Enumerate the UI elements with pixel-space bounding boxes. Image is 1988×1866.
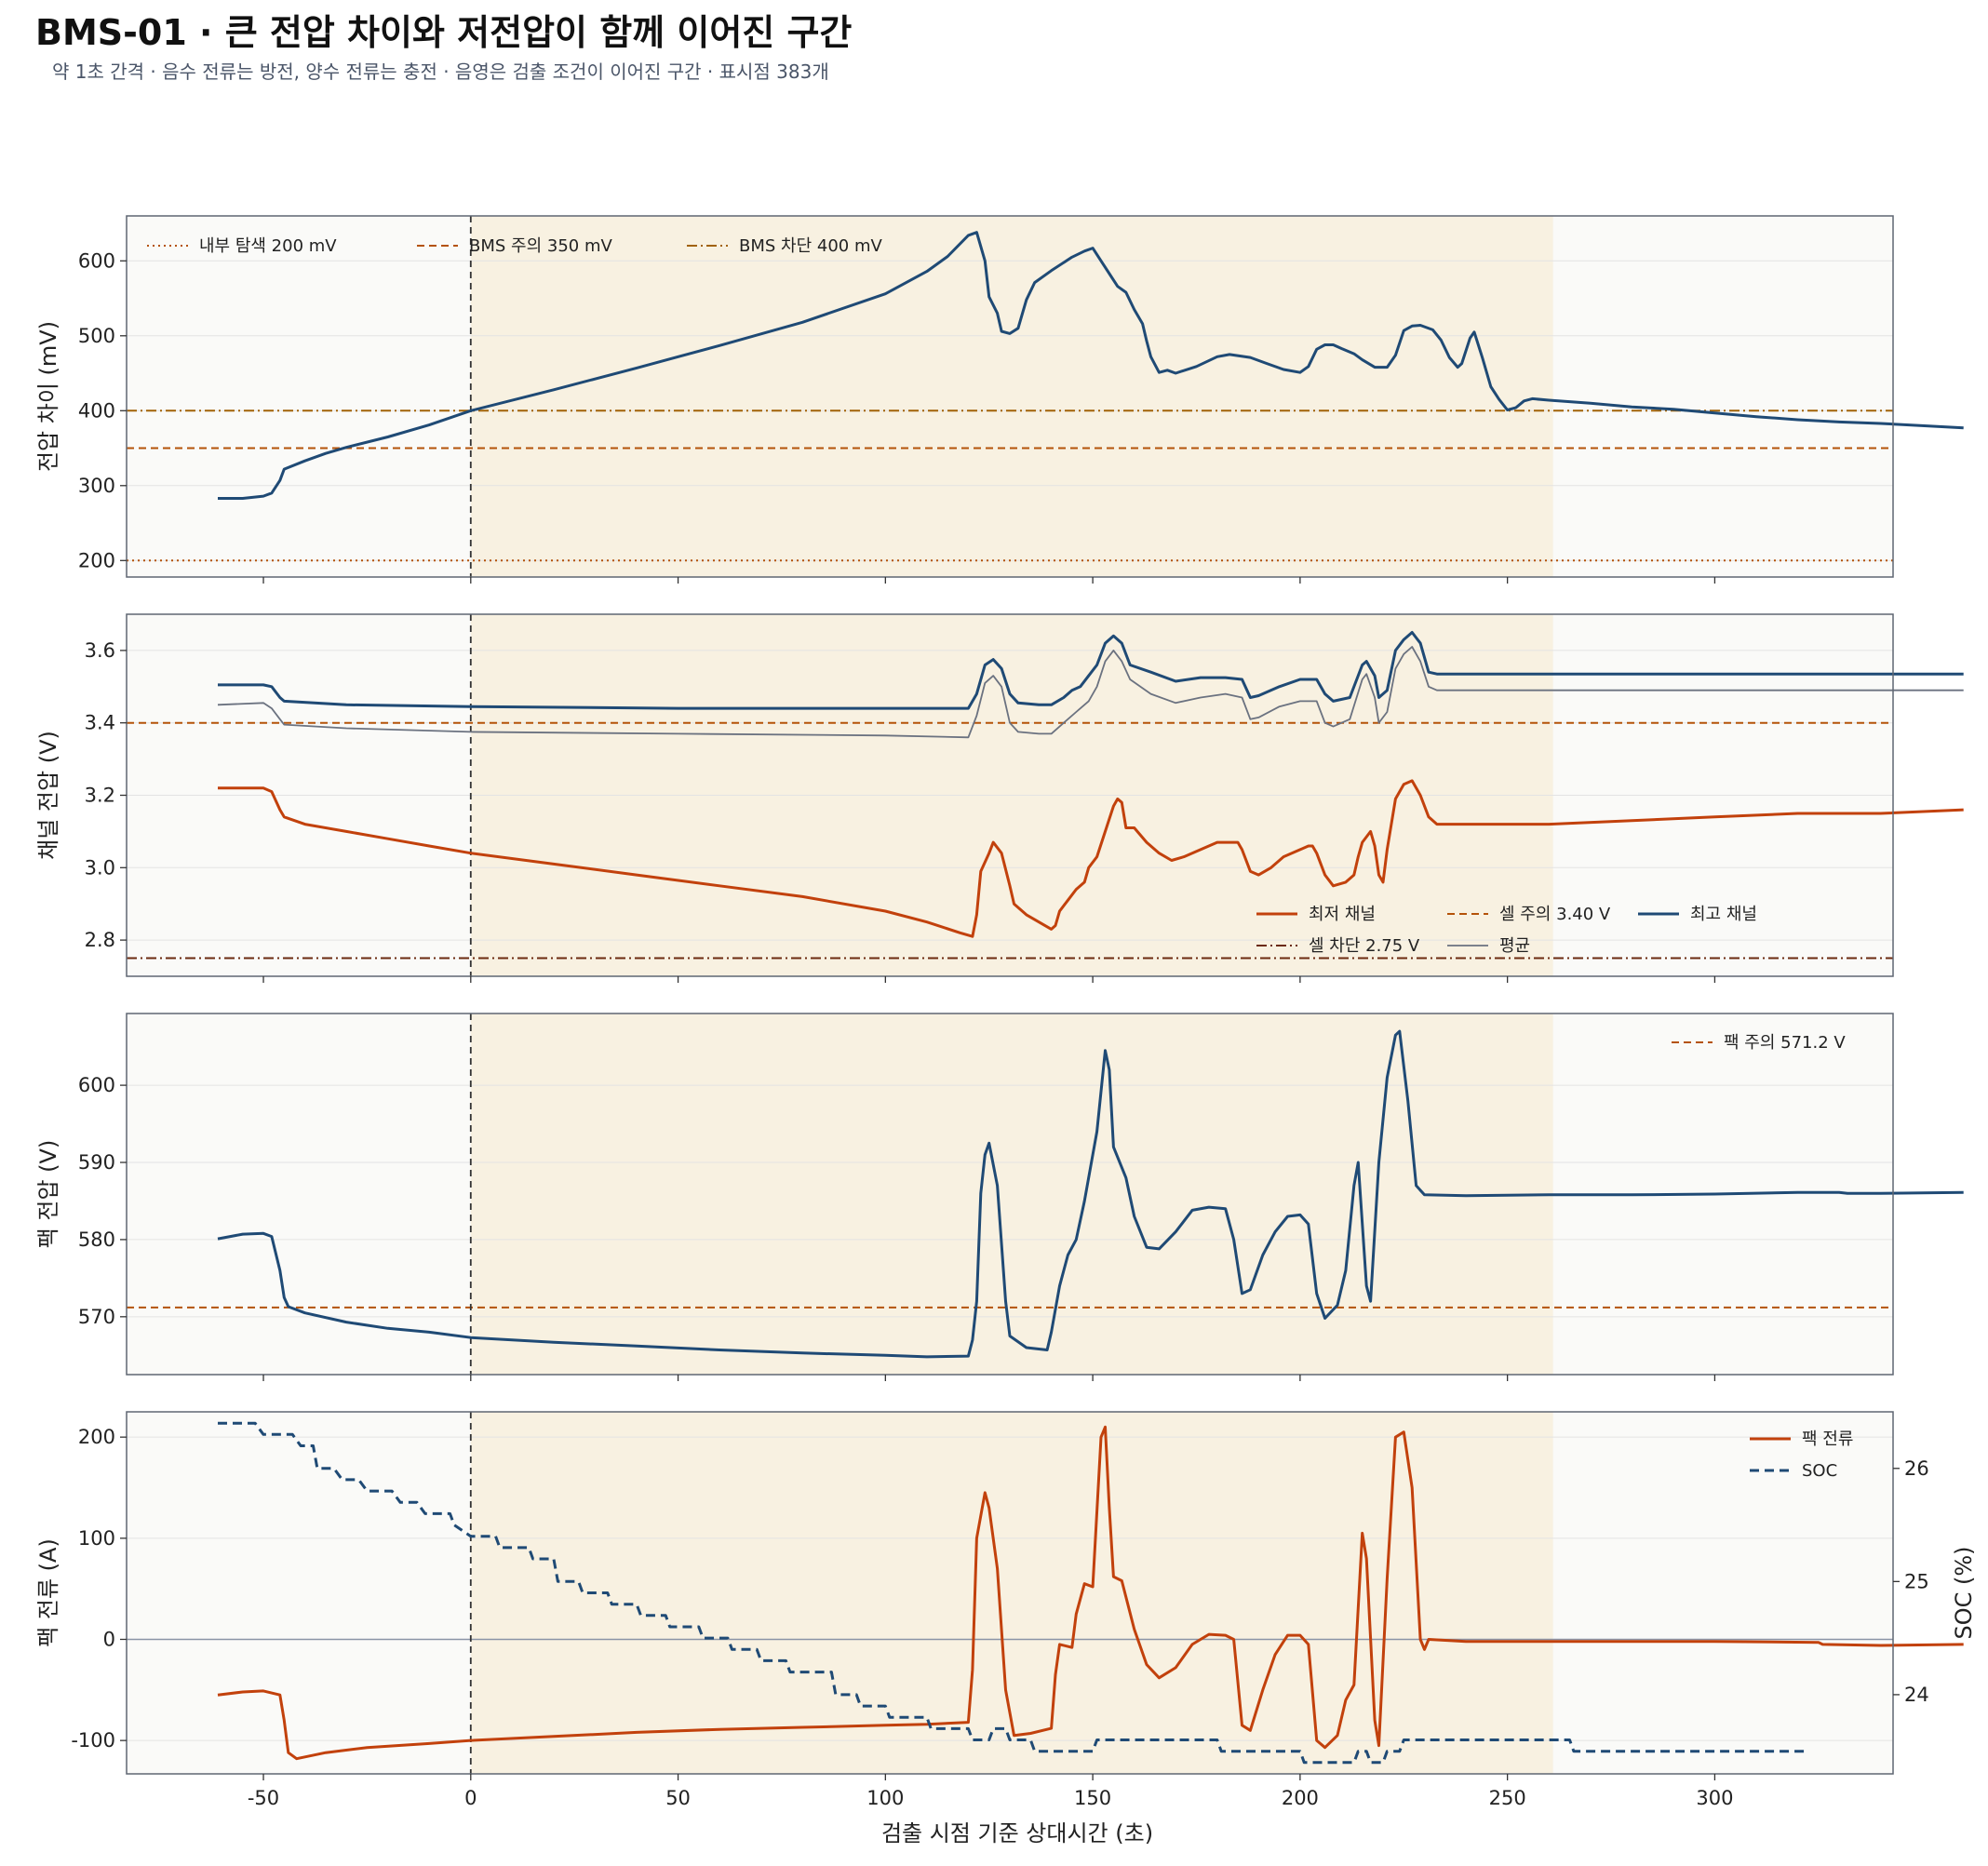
series-line bbox=[217, 1425, 1964, 1761]
plot-frame bbox=[126, 215, 1894, 578]
y-axis-label: 팩 전압 (V) bbox=[35, 1140, 61, 1249]
detection-shade bbox=[470, 1412, 1553, 1774]
series-line bbox=[218, 231, 1964, 500]
x-tick-label: 150 bbox=[1074, 1787, 1111, 1809]
legend-label: BMS 차단 400 mV bbox=[739, 236, 882, 256]
plot-frame bbox=[126, 1411, 1894, 1775]
x-axis-label: 검출 시점 기준 상대시간 (초) bbox=[881, 1820, 1153, 1846]
y-tick-label: 3.6 bbox=[85, 639, 115, 662]
series-line bbox=[218, 1421, 1807, 1765]
x-tick-label: 0 bbox=[464, 1787, 477, 1809]
legend-label: SOC bbox=[1802, 1461, 1837, 1481]
y-tick-label: 600 bbox=[78, 1074, 115, 1096]
legend-label: 팩 주의 571.2 V bbox=[1724, 1033, 1846, 1053]
y-tick-label: 600 bbox=[78, 249, 115, 272]
y-tick-label: -100 bbox=[71, 1729, 115, 1752]
legend-label: 셀 주의 3.40 V bbox=[1499, 905, 1611, 924]
y-axis-label: 전압 차이 (mV) bbox=[35, 321, 61, 472]
y-tick-label: 400 bbox=[78, 399, 115, 422]
x-tick-label: 200 bbox=[1282, 1787, 1319, 1809]
series-line bbox=[217, 1029, 1964, 1359]
legend-label: 평균 bbox=[1499, 936, 1530, 956]
panel-3: 570 580 590 600 팩 전압 (V) 팩 주의 571.2 V bbox=[35, 1013, 1964, 1381]
y-tick-label: 500 bbox=[78, 325, 115, 347]
y2-tick-label: 25 bbox=[1904, 1570, 1929, 1592]
y-tick-label: 200 bbox=[78, 549, 115, 571]
y-axis-label: 팩 전류 (A) bbox=[35, 1538, 61, 1647]
x-tick-label: 50 bbox=[665, 1787, 691, 1809]
y-tick-label: 3.2 bbox=[85, 785, 115, 807]
y-tick-label: 100 bbox=[78, 1527, 115, 1550]
y2-tick-label: 24 bbox=[1904, 1684, 1929, 1706]
series-line bbox=[218, 779, 1964, 938]
legend-label: 내부 탐색 200 mV bbox=[199, 236, 337, 256]
y-tick-label: 3.4 bbox=[85, 712, 115, 734]
chart-title: BMS-01 · 큰 전압 차이와 저전압이 함께 이어진 구간 bbox=[35, 12, 852, 53]
series-line bbox=[217, 646, 1964, 739]
detection-shade bbox=[470, 216, 1553, 577]
y-tick-label: 580 bbox=[78, 1228, 115, 1251]
y-tick-label: 3.0 bbox=[85, 856, 115, 879]
legend-label: 최고 채널 bbox=[1690, 905, 1757, 924]
y-tick-label: 590 bbox=[78, 1151, 115, 1174]
legend: 내부 탐색 200 mV BMS 주의 350 mV BMS 차단 400 mV bbox=[147, 236, 882, 256]
legend-label: BMS 주의 350 mV bbox=[469, 236, 612, 256]
legend-label: 팩 전류 bbox=[1802, 1430, 1853, 1449]
x-tick-label: 250 bbox=[1489, 1787, 1526, 1809]
y-tick-label: 200 bbox=[78, 1426, 115, 1448]
y2-axis-label: SOC (%) bbox=[1951, 1546, 1977, 1639]
x-tick-label: 300 bbox=[1696, 1787, 1733, 1809]
y-tick-label: 2.8 bbox=[85, 929, 115, 951]
legend-label: 최저 채널 bbox=[1309, 905, 1376, 924]
detection-shade bbox=[470, 1014, 1553, 1375]
y-tick-label: 570 bbox=[78, 1306, 115, 1328]
legend-label: 셀 차단 2.75 V bbox=[1309, 936, 1420, 956]
legend: 팩 주의 571.2 V bbox=[1672, 1033, 1846, 1053]
chart-subtitle: 약 1초 간격 · 음수 전류는 방전, 양수 전류는 충전 · 음영은 검출 … bbox=[52, 60, 829, 83]
y-tick-label: 300 bbox=[78, 475, 115, 497]
y2-tick-label: 26 bbox=[1904, 1457, 1929, 1480]
plot-frame bbox=[126, 1013, 1894, 1376]
x-tick-label: -50 bbox=[248, 1787, 279, 1809]
y-tick-label: 0 bbox=[103, 1628, 115, 1650]
panel-4: -100 0 100 200 24 25 26 -50 0 50 100 150 200 250 300 팩 … bbox=[35, 1411, 1977, 1809]
series-line bbox=[218, 631, 1964, 710]
x-tick-label: 100 bbox=[866, 1787, 904, 1809]
y-axis-label: 채널 전압 (V) bbox=[35, 731, 61, 860]
legend: 팩 전류 SOC bbox=[1750, 1430, 1853, 1481]
panel-1: 200 300 400 500 600 전압 차이 (mV) 내부 탐색 200 mV BMS… bbox=[35, 215, 1964, 584]
